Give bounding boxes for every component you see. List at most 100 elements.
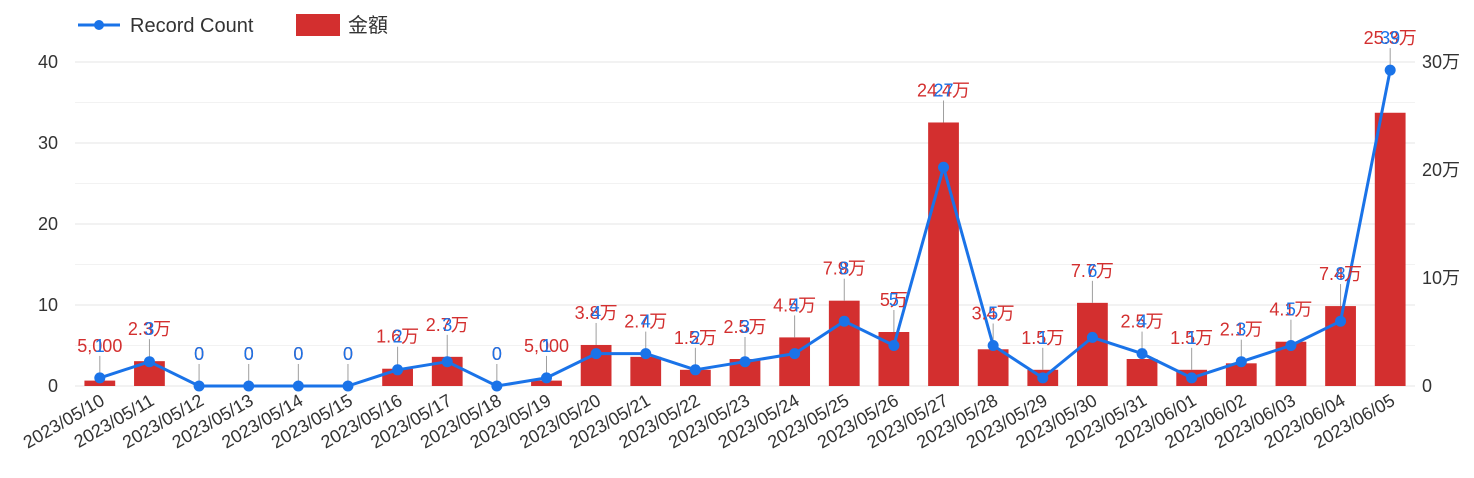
left-axis-tick: 0 xyxy=(48,376,58,396)
right-axis-tick: 20万 xyxy=(1422,160,1460,180)
line-point xyxy=(292,380,304,392)
count-value-label: 0 xyxy=(194,344,204,364)
line-point xyxy=(1384,64,1396,76)
count-value-label: 1 xyxy=(1187,328,1197,348)
left-axis-tick: 30 xyxy=(38,133,58,153)
label-leaders xyxy=(99,48,1391,386)
line-point xyxy=(689,364,701,376)
line-point xyxy=(1335,315,1347,327)
bar-value-label: 0 xyxy=(492,344,502,364)
bar-amount xyxy=(1374,112,1406,386)
line-point xyxy=(342,380,354,392)
bar-value-label: 2.7万 xyxy=(624,312,667,332)
axes: 010203040010万20万30万2023/05/102023/05/112… xyxy=(20,52,1460,453)
count-value-label: 3 xyxy=(144,319,154,339)
count-value-label: 8 xyxy=(839,259,849,279)
bar-value-label: 25.3万 xyxy=(1364,28,1417,48)
count-value-label: 5 xyxy=(988,304,998,324)
bar-value-label: 3.4万 xyxy=(972,304,1015,324)
line-point xyxy=(1186,372,1198,384)
bar-value-label: 2.1万 xyxy=(1220,320,1263,340)
bars-group xyxy=(84,112,1406,386)
count-value-label: 4 xyxy=(790,295,800,315)
left-axis-tick: 20 xyxy=(38,214,58,234)
bar-value-label: 7.7万 xyxy=(1071,261,1114,281)
line-point xyxy=(392,364,404,376)
count-value-label: 0 xyxy=(492,344,502,364)
bar-value-label: 24.4万 xyxy=(917,80,970,100)
line-point xyxy=(540,372,552,384)
bar-amount xyxy=(977,349,1009,386)
line-point xyxy=(838,315,850,327)
line-point xyxy=(193,380,205,392)
bar-amount xyxy=(828,300,860,386)
count-value-label: 3 xyxy=(442,315,452,335)
grid-lines xyxy=(75,61,1415,387)
count-value-label: 0 xyxy=(293,344,303,364)
bar-value-label: 1.6万 xyxy=(376,327,419,347)
bar-value-label: 2.3万 xyxy=(128,319,171,339)
count-value-label: 5 xyxy=(1286,300,1296,320)
right-axis-tick: 30万 xyxy=(1422,52,1460,72)
line-point xyxy=(1235,356,1247,368)
bar-value-label: 5万 xyxy=(880,290,908,310)
line-point xyxy=(441,356,453,368)
count-value-label: 6 xyxy=(1087,261,1097,281)
right-axis-tick: 0 xyxy=(1422,376,1432,396)
legend-label-amount: 金額 xyxy=(348,14,388,37)
bar-value-label: 5,000 xyxy=(77,336,122,356)
bar-value-label: 0 xyxy=(293,344,303,364)
right-axis-tick: 10万 xyxy=(1422,268,1460,288)
bar-value-label: 2.5万 xyxy=(723,317,766,337)
count-value-label: 5 xyxy=(889,290,899,310)
line-point xyxy=(1285,340,1297,351)
line-point xyxy=(1037,372,1049,384)
count-value-label: 3 xyxy=(1236,320,1246,340)
bar-amount xyxy=(779,337,811,386)
left-axis-tick: 40 xyxy=(38,52,58,72)
count-value-label: 1 xyxy=(541,336,551,356)
count-value-label: 0 xyxy=(343,344,353,364)
bar-value-label: 4.5万 xyxy=(773,295,816,315)
bar-value-label: 7.9万 xyxy=(823,259,866,279)
bar-value-label: 1.5万 xyxy=(674,328,717,348)
line-point xyxy=(739,356,751,368)
count-value-label: 39 xyxy=(1380,28,1400,48)
legend[interactable]: Record Count 金額 xyxy=(78,14,388,37)
count-value-label: 4 xyxy=(641,312,651,332)
bar-value-label: 2.7万 xyxy=(426,315,469,335)
count-value-label: 4 xyxy=(591,303,601,323)
line-point xyxy=(888,340,900,351)
line-point xyxy=(1086,331,1098,343)
count-value-label: 1 xyxy=(1038,328,1048,348)
legend-label-record-count: Record Count xyxy=(130,15,254,37)
count-value-label: 27 xyxy=(934,80,954,100)
line-series-group xyxy=(94,64,1396,392)
bar-value-label: 1.5万 xyxy=(1170,328,1213,348)
bar-amount xyxy=(630,356,662,386)
bar-value-label: 0 xyxy=(343,344,353,364)
count-value-label: 3 xyxy=(740,317,750,337)
bar-value-label: 7.4万 xyxy=(1319,264,1362,284)
line-point xyxy=(94,372,106,384)
count-value-label: 2 xyxy=(393,327,403,347)
bar-value-label: 4.1万 xyxy=(1269,300,1312,320)
line-point xyxy=(1136,348,1148,360)
bar-value-label: 0 xyxy=(244,344,254,364)
line-point xyxy=(987,340,999,351)
bar-value-label: 3.8万 xyxy=(575,303,618,323)
legend-item-bar[interactable]: 金額 xyxy=(296,14,388,37)
legend-item-line[interactable]: Record Count xyxy=(78,15,254,37)
legend-line-marker xyxy=(94,20,104,30)
bar-value-label: 1.5万 xyxy=(1021,328,1064,348)
bar-amount xyxy=(1225,363,1257,386)
line-point xyxy=(938,161,950,173)
bar-value-label: 0 xyxy=(194,344,204,364)
legend-bar-swatch xyxy=(296,14,340,36)
bar-value-label: 5,000 xyxy=(524,336,569,356)
bar-value-label: 2.5万 xyxy=(1121,312,1164,332)
line-point xyxy=(789,348,801,360)
line-point xyxy=(491,380,503,392)
